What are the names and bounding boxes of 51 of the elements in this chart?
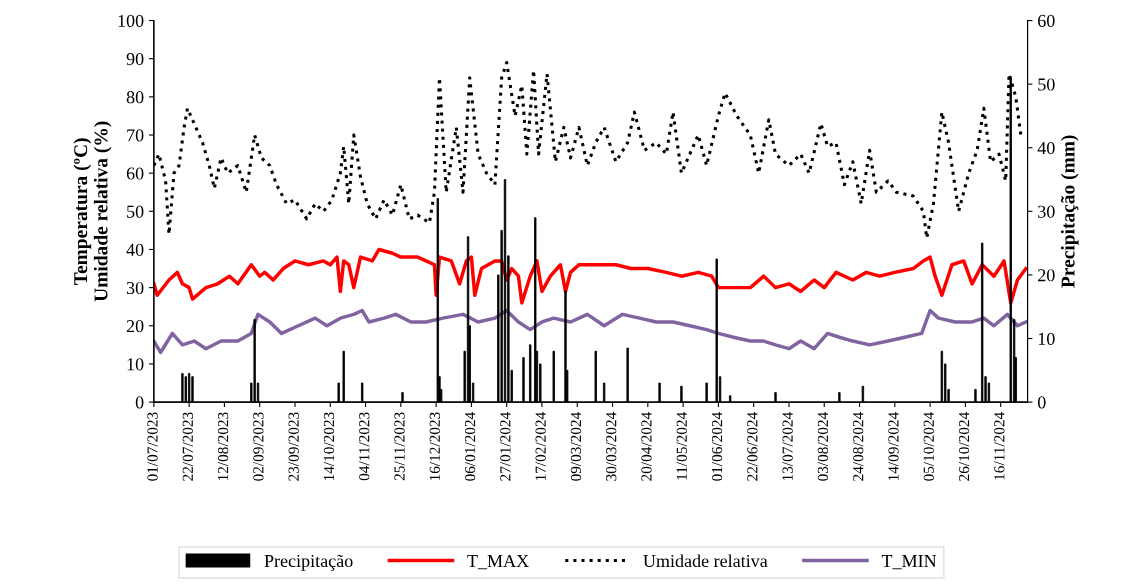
x-tick-label: 02/09/2023	[253, 412, 264, 481]
x-tick-label: 25/11/2023	[394, 412, 405, 481]
x-tick-label: 01/07/2023	[147, 412, 158, 481]
x-tick-label: 23/09/2023	[288, 412, 299, 481]
y-tick-label: 30	[126, 281, 144, 295]
y-tick-label: 40	[126, 243, 144, 256]
x-tick-label: 14/09/2024	[888, 412, 899, 481]
y-tick-label: 70	[127, 129, 144, 142]
y-tick-label: 90	[126, 52, 144, 66]
x-tick-label: 16/11/2024	[994, 412, 1005, 480]
y-tick-label: 20	[126, 320, 144, 333]
y2-tick-label: 20	[1038, 269, 1055, 282]
x-tick-label: 14/10/2023	[323, 412, 335, 481]
y-tick-label: 60	[126, 167, 144, 180]
line-series	[153, 308, 1028, 355]
y2-axis-title: Precipitação (mm)	[1060, 135, 1079, 288]
x-tick-label: 22/06/2024	[747, 412, 758, 481]
x-tick-label: 13/07/2024	[782, 412, 793, 481]
x-tick-label: 24/08/2024	[853, 412, 864, 481]
x-tick-label: 27/01/2024	[500, 412, 511, 481]
y2-tick-label: 50	[1038, 78, 1055, 91]
y2-tick-label: 40	[1037, 141, 1055, 155]
x-tick-label: 01/06/2024	[711, 412, 723, 481]
x-tick-label: 05/10/2024	[923, 412, 934, 481]
y-axis-title: Temperatura (ºC) Umidade relativa (%)	[73, 121, 112, 302]
x-tick-label: 22/07/2023	[182, 412, 193, 481]
y-tick-label: 100	[118, 14, 144, 27]
y2-tick-label: 0	[1037, 396, 1046, 409]
x-tick-label: 12/08/2023	[217, 412, 229, 481]
x-tick-label: 11/05/2024	[676, 412, 687, 480]
x-tick-label: 09/03/2024	[570, 412, 582, 481]
x-tick-label: 20/04/2024	[641, 412, 652, 481]
x-tick-label: 03/08/2024	[817, 412, 829, 481]
y-tick-label: 80	[126, 91, 144, 104]
y2-tick-label: 10	[1038, 332, 1055, 345]
x-tick-label: 06/01/2024	[464, 412, 476, 481]
legend-label: T_MAX	[467, 554, 529, 570]
x-tick-label: 16/12/2023	[429, 412, 440, 481]
y2-tick-label: 30	[1038, 205, 1055, 218]
x-tick-label: 26/10/2024	[958, 412, 970, 481]
legend-label: Precipitação	[264, 554, 353, 571]
legend-label: T_MIN	[881, 555, 937, 570]
y-tick-label: 50	[127, 205, 144, 218]
x-tick-label: 04/11/2023	[359, 412, 370, 481]
y-tick-label: 0	[135, 396, 144, 409]
x-tick-label: 17/02/2024	[535, 412, 546, 481]
x-tick-label: 30/03/2024	[606, 412, 617, 481]
y-tick-label: 10	[127, 358, 144, 371]
y2-tick-label: 60	[1038, 14, 1055, 27]
legend-label: Umidade relativa	[643, 554, 768, 568]
line-series	[153, 247, 1028, 305]
